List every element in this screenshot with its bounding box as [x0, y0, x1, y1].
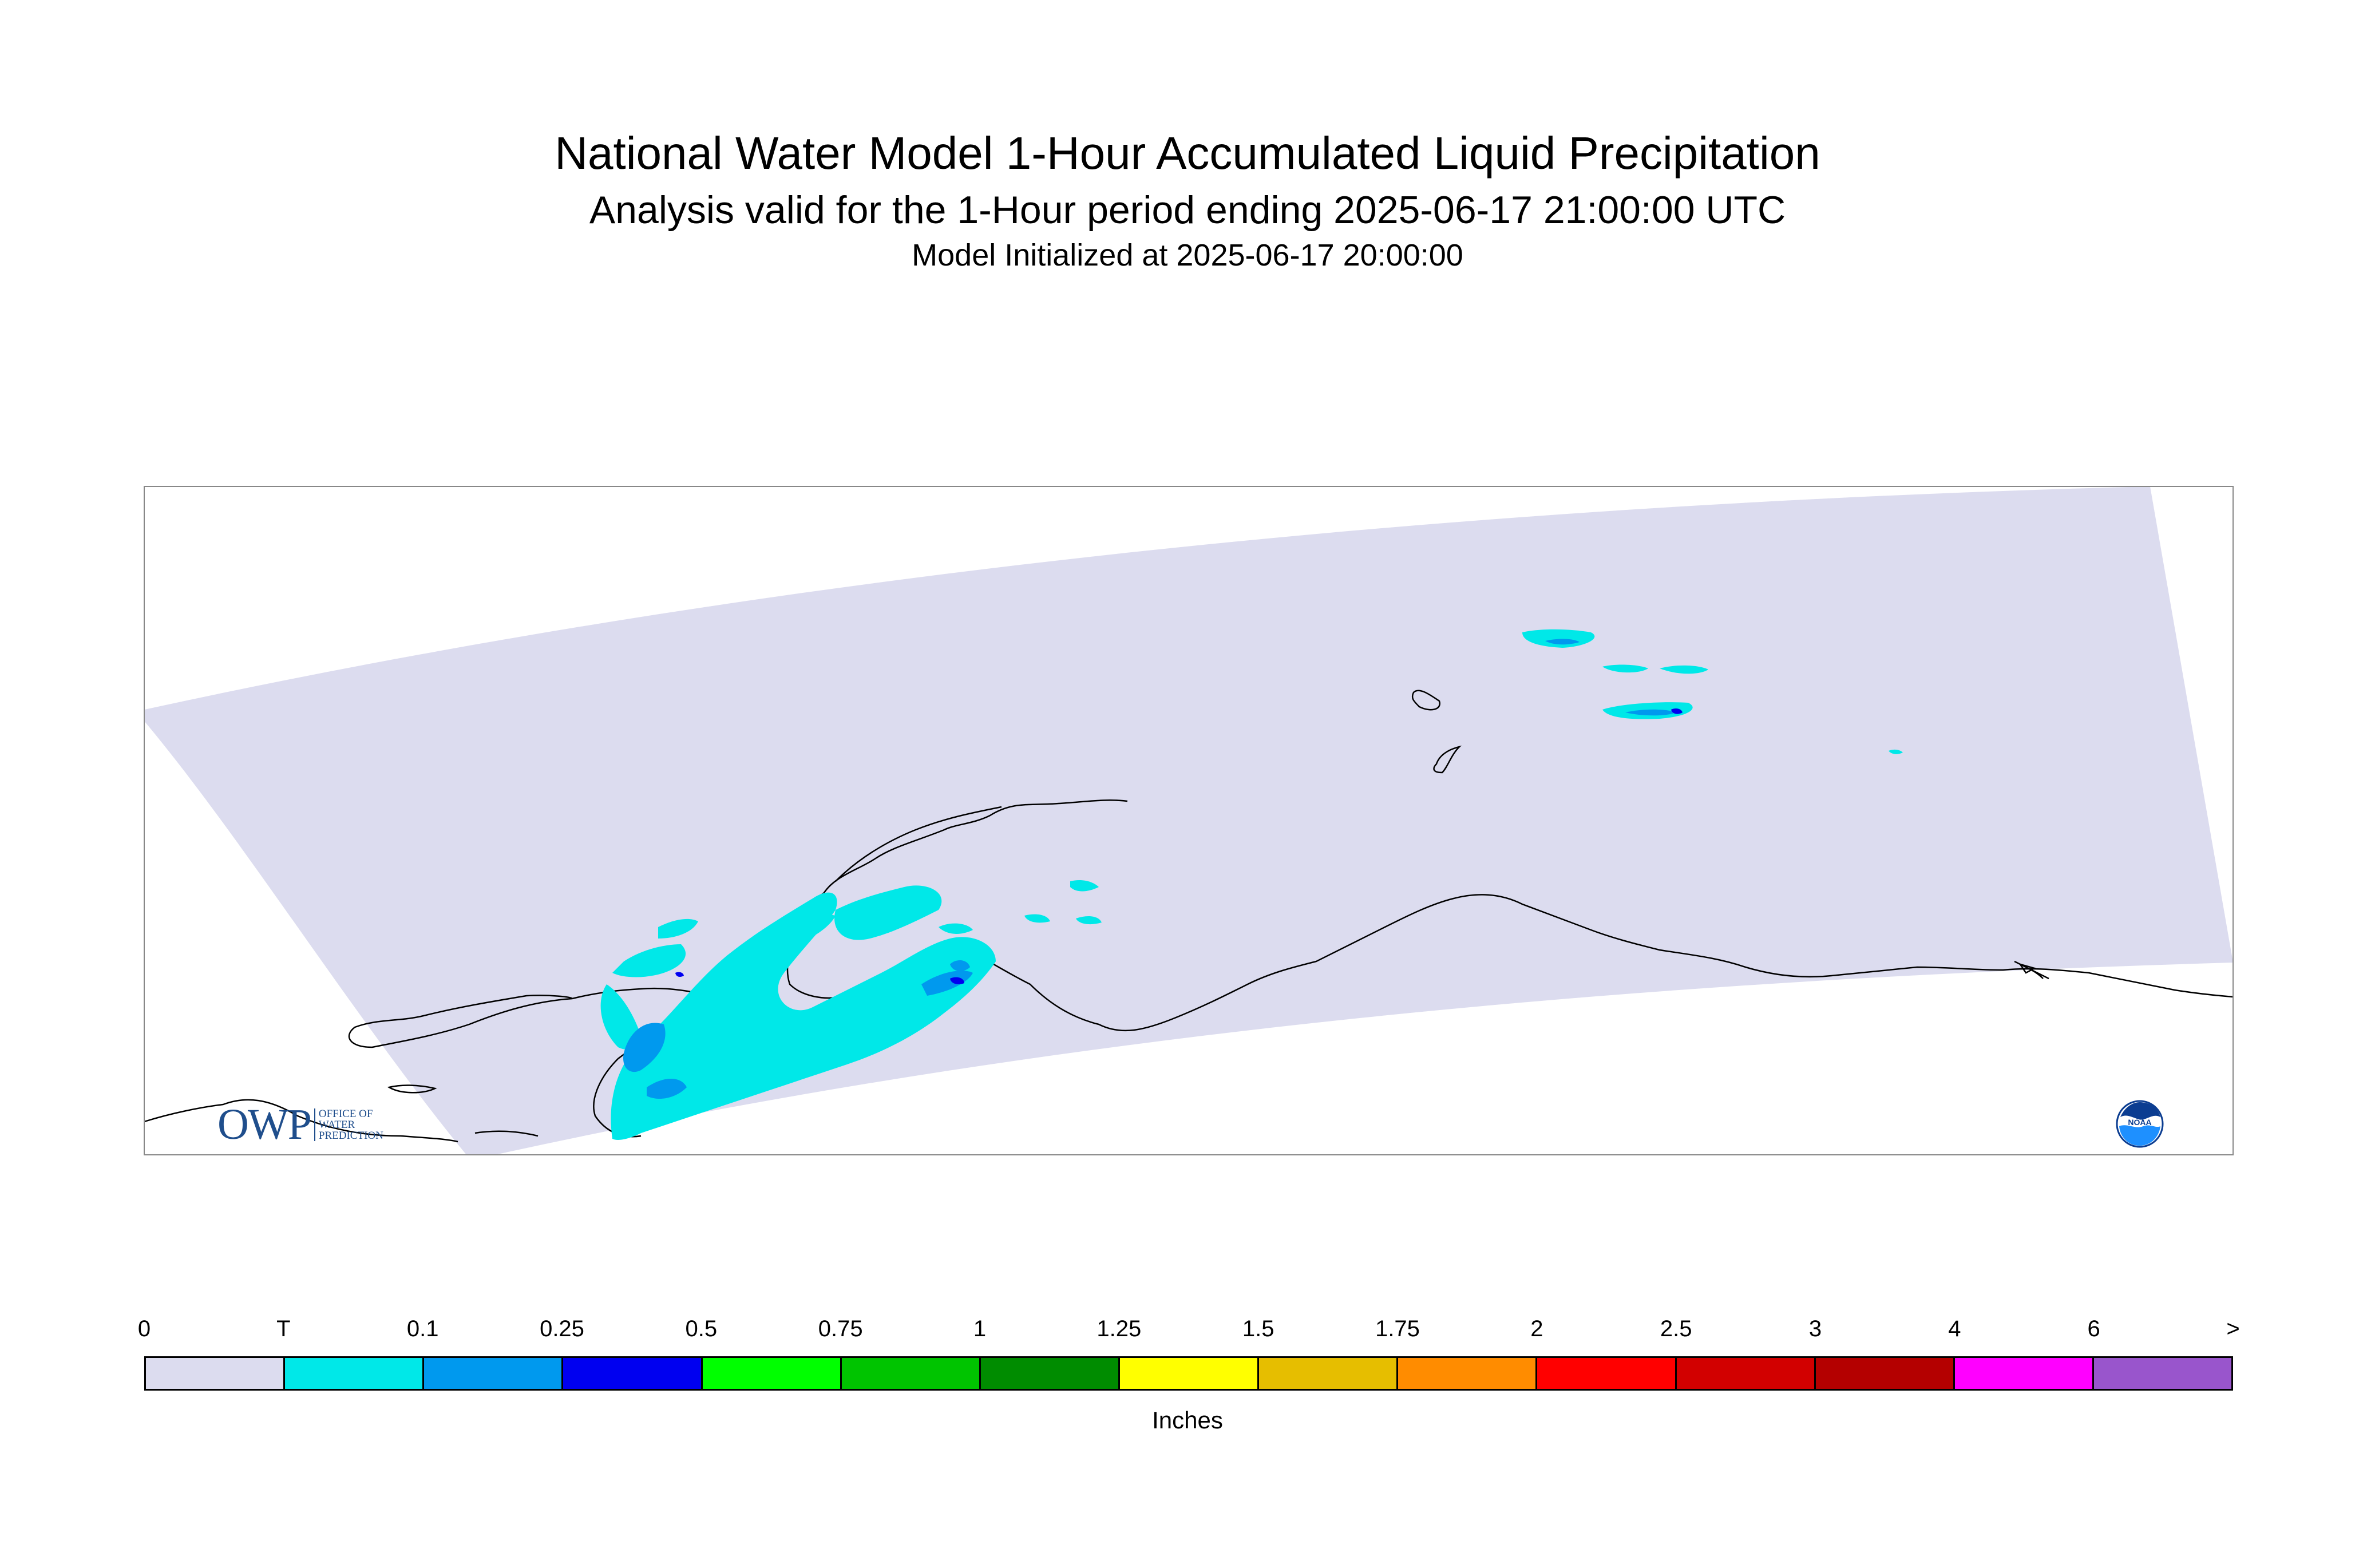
colorbar-tick-label: > — [2226, 1316, 2240, 1341]
colorbar-tick-label: 0.5 — [685, 1316, 718, 1341]
model-init-line: Model Initialized at 2025-06-17 20:00:00 — [912, 238, 1463, 272]
colorbar-tick-label: T — [276, 1316, 291, 1341]
colorbar-tick-label: 0.25 — [540, 1316, 584, 1341]
colorbar-swatch — [980, 1358, 1120, 1389]
colorbar-swatch — [1815, 1358, 1955, 1389]
owp-line-1: OFFICE OF — [318, 1107, 373, 1120]
coastline-mainland — [786, 799, 2233, 1032]
precip-light-areas — [623, 639, 1677, 1099]
colorbar-tick-label: 1.25 — [1097, 1316, 1142, 1341]
colorbar-tick-label: 0 — [137, 1316, 151, 1341]
island-beaufort-1 — [1411, 690, 1440, 711]
chart-subtitle: Analysis valid for the 1-Hour period end… — [589, 188, 1786, 232]
coastline-yukon-delta — [348, 995, 573, 1048]
colorbar-tick-label: 0.1 — [406, 1316, 439, 1341]
colorbar-swatch — [1398, 1358, 1538, 1389]
island-nunivak — [387, 1084, 437, 1094]
owp-logo: OWP OFFICE OF WATER PREDICTION — [217, 1100, 383, 1149]
chart-title: National Water Model 1-Hour Accumulated … — [555, 128, 1820, 179]
noaa-logo: NOAA — [2116, 1100, 2164, 1148]
colorbar-units: Inches — [1152, 1407, 1223, 1434]
model-domain — [144, 486, 2233, 1155]
colorbar — [144, 1356, 2233, 1391]
coastline-norton-sound — [572, 987, 710, 1000]
colorbar-swatch — [841, 1358, 981, 1389]
colorbar-tick-label: 1 — [973, 1316, 987, 1341]
colorbar-tick-label: 2.5 — [1660, 1316, 1692, 1341]
colorbar-tick-label: 2 — [1530, 1316, 1543, 1341]
colorbar-swatch — [1259, 1358, 1399, 1389]
colorbar-swatch — [2093, 1358, 2232, 1389]
colorbar-swatch — [702, 1358, 842, 1389]
owp-line-2: WATER — [318, 1118, 355, 1131]
colorbar-tick-label: 1.75 — [1375, 1316, 1420, 1341]
colorbar-swatch — [1676, 1358, 1816, 1389]
colorbar-tick-label: 0.75 — [818, 1316, 863, 1341]
colorbar-swatch — [563, 1358, 703, 1389]
coastline-north — [835, 806, 1002, 882]
owp-logo-text: OFFICE OF WATER PREDICTION — [314, 1108, 383, 1141]
colorbar-swatch — [1954, 1358, 2094, 1389]
colorbar-swatch — [1119, 1358, 1260, 1389]
island-stlawrence — [474, 1130, 539, 1137]
coastline-seward — [144, 1099, 458, 1143]
colorbar-tick-label: 6 — [2087, 1316, 2100, 1341]
colorbar-swatch — [424, 1358, 564, 1389]
precip-moderate-areas — [675, 708, 1683, 984]
colorbar-swatch — [1537, 1358, 1677, 1389]
colorbar-swatch — [285, 1358, 425, 1389]
island-north-far — [2018, 963, 2037, 974]
island-beaufort-2 — [1433, 745, 1462, 774]
owp-logo-mark: OWP — [217, 1100, 312, 1149]
noaa-logo-text: NOAA — [2128, 1118, 2151, 1127]
map-frame — [144, 486, 2234, 1155]
colorbar-swatch — [146, 1358, 286, 1389]
owp-line-3: PREDICTION — [318, 1129, 383, 1142]
colorbar-tick-labels: 0 T 0.1 0.25 0.5 0.75 1 1.25 1.5 1.75 2 2.5 3 4 6 > — [0, 1316, 2375, 1351]
coastlines — [144, 690, 2233, 1143]
colorbar-tick-label: 1.5 — [1242, 1316, 1274, 1341]
colorbar-tick-label: 4 — [1948, 1316, 1961, 1341]
colorbar-tick-label: 3 — [1808, 1316, 1822, 1341]
